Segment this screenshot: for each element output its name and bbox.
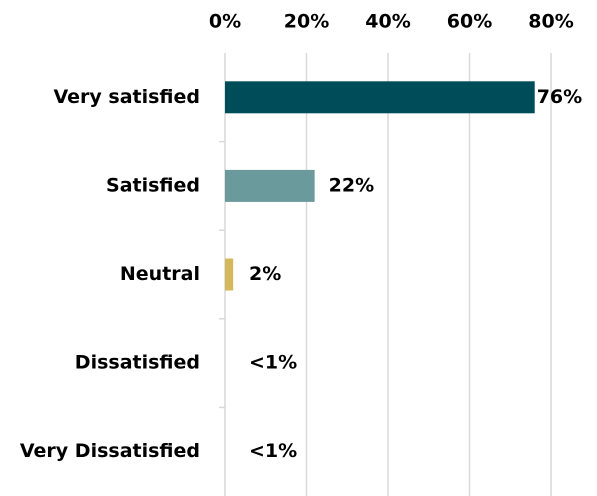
value-label: 22% <box>329 174 374 196</box>
value-label: <1% <box>249 352 297 374</box>
x-tick-label: 20% <box>284 11 329 33</box>
x-tick-label: 40% <box>365 11 410 33</box>
value-label: 76% <box>537 86 582 108</box>
bar <box>225 81 535 114</box>
y-tick-label: Satisfied <box>106 174 200 196</box>
x-tick-label: 80% <box>528 11 573 33</box>
y-tick-label: Neutral <box>120 263 200 285</box>
y-tick-label: Very satisfied <box>53 86 200 108</box>
value-label: <1% <box>249 440 297 462</box>
x-tick-label: 60% <box>447 11 492 33</box>
value-label: 2% <box>249 263 281 285</box>
y-tick-label: Dissatisfied <box>75 352 200 374</box>
y-tick-label: Very Dissatisfied <box>20 440 200 462</box>
bar <box>225 169 315 202</box>
bar <box>225 258 234 291</box>
x-tick-label: 0% <box>209 11 241 33</box>
